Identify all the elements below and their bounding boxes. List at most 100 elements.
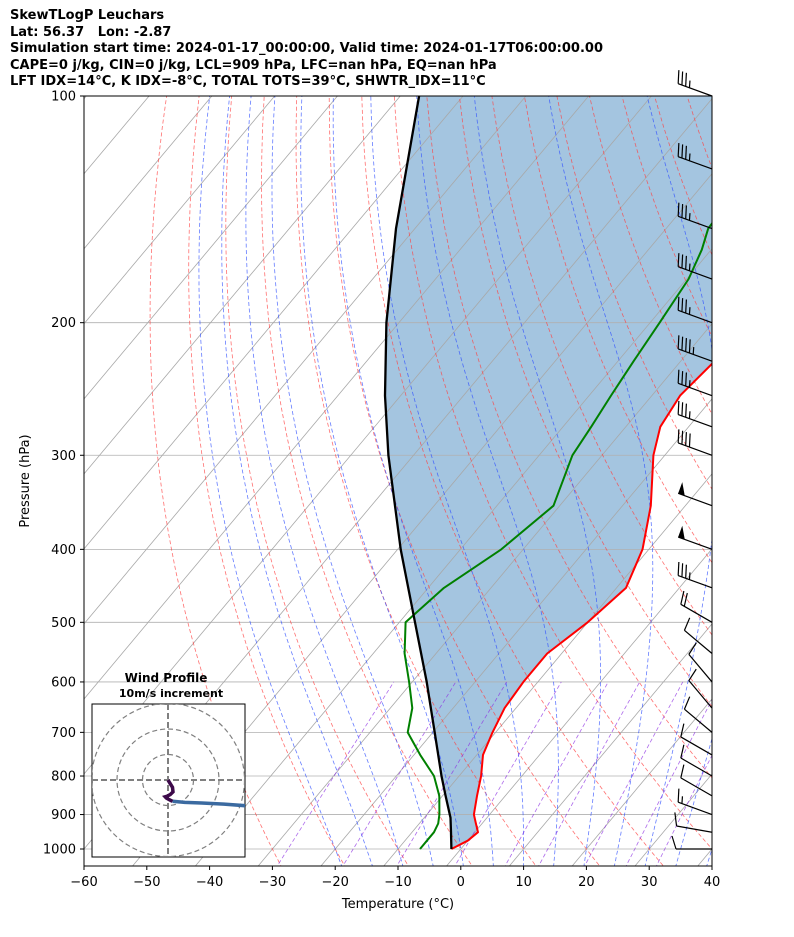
moist-adiabat-line xyxy=(733,62,794,881)
moist-adiabat-line xyxy=(644,96,712,866)
wind-barb-flag xyxy=(685,72,687,87)
dry-adiabat-line xyxy=(393,96,712,850)
wind-barb-staff xyxy=(680,736,713,756)
moist-adiabat-line xyxy=(271,96,434,866)
wind-barb-staff xyxy=(677,309,713,324)
wind-barb-flag xyxy=(681,430,684,445)
y-tick-label: 1000 xyxy=(43,843,76,858)
dry-adiabat-line xyxy=(709,62,794,881)
wind-barb xyxy=(677,369,713,397)
y-tick-label: 400 xyxy=(51,543,76,558)
isotherm-line xyxy=(383,473,712,866)
wind-barb-half xyxy=(692,347,695,355)
moist-adiabat-line xyxy=(300,96,464,866)
wind-barb-pennant xyxy=(678,525,685,540)
mixing-ratio-line xyxy=(655,754,712,866)
wind-barb-flag xyxy=(677,202,680,217)
chart-title: SkewTLogP Leuchars xyxy=(10,8,165,23)
inset-subtitle: 10m/s increment xyxy=(119,687,223,700)
wind-barb-pennant xyxy=(678,482,685,496)
wind-barb-flag xyxy=(681,204,684,218)
isotherm-line xyxy=(749,62,794,881)
dry-adiabat-line xyxy=(740,62,794,881)
index-line: LFT IDX=14°C, K IDX=-8°C, TOTAL TOTS=39°… xyxy=(10,74,486,89)
y-tick-label: 600 xyxy=(51,675,76,690)
isotherm-line xyxy=(446,548,712,866)
x-tick-label: 20 xyxy=(578,875,595,890)
y-tick-label: 700 xyxy=(51,726,76,741)
wind-barb-flag xyxy=(683,592,688,607)
wind-barb xyxy=(677,525,713,550)
dry-adiabat-line xyxy=(426,96,712,779)
x-tick-label: −40 xyxy=(196,875,223,890)
wind-barb-staff xyxy=(677,83,713,97)
wind-barb xyxy=(677,143,713,170)
x-tick-label: −60 xyxy=(70,875,97,890)
dry-adiabat-line xyxy=(772,62,794,881)
wind-barb-half xyxy=(688,380,691,388)
wind-barb-staff xyxy=(688,653,713,683)
wind-barb-flag xyxy=(685,338,687,352)
wind-barb-flag xyxy=(685,205,687,220)
wind-barb-flag xyxy=(688,339,691,354)
wind-barb xyxy=(677,482,713,507)
wind-barb-flag xyxy=(681,298,684,312)
wind-barb-staff xyxy=(680,777,713,797)
dry-adiabat-line xyxy=(589,96,712,415)
wind-barb-flag xyxy=(688,668,697,681)
inset-ring xyxy=(92,704,245,857)
wind-barb xyxy=(680,590,713,623)
wind-barb-staff xyxy=(684,629,713,654)
moist-adiabat-line xyxy=(198,96,343,866)
isotherm-line xyxy=(84,96,338,400)
moist-adiabat-line xyxy=(332,96,494,866)
wind-barb xyxy=(677,202,713,230)
dry-adiabat-line xyxy=(295,96,537,866)
wind-barb-staff xyxy=(677,492,713,507)
wind-barb-flag xyxy=(680,590,685,605)
cin-cape-area xyxy=(385,96,712,849)
wind-barb-flag xyxy=(677,70,680,84)
moist-adiabat-line xyxy=(706,847,712,866)
wind-barb-staff xyxy=(677,801,713,816)
wind-barb-flag xyxy=(681,371,684,385)
x-tick-label: 40 xyxy=(704,875,721,890)
wind-barb-half xyxy=(688,307,691,315)
y-tick-label: 300 xyxy=(51,449,76,464)
wind-barb-staff xyxy=(680,603,713,623)
wind-barb-half xyxy=(688,572,691,580)
x-tick-label: −10 xyxy=(384,875,411,890)
time-line: Simulation start time: 2024-01-17_00:00:… xyxy=(10,41,603,56)
mixing-ratio-line xyxy=(504,681,609,866)
y-tick-label: 500 xyxy=(51,616,76,631)
x-tick-label: 0 xyxy=(457,875,465,890)
wind-barb-staff xyxy=(676,825,713,833)
isotherm-line xyxy=(84,96,213,250)
wind-barb-flag xyxy=(681,563,684,577)
wind-barb-flag xyxy=(677,369,680,384)
moist-adiabat-line xyxy=(473,96,601,866)
wind-barb xyxy=(677,335,713,362)
wind-barb-flag xyxy=(677,788,680,803)
y-tick-label: 800 xyxy=(51,770,76,785)
isotherm-line xyxy=(84,96,464,550)
wind-barb-flag xyxy=(681,402,684,416)
wind-barb xyxy=(677,70,713,97)
x-tick-label: −20 xyxy=(321,875,348,890)
dry-adiabat-line xyxy=(188,96,346,866)
mixing-ratio-line xyxy=(454,681,562,866)
dry-adiabat-line xyxy=(149,96,282,866)
wind-barb xyxy=(683,617,713,654)
wind-barb-half xyxy=(688,153,691,161)
wind-barb-flag xyxy=(677,335,680,349)
y-tick-label: 200 xyxy=(51,316,76,331)
dry-adiabat-line xyxy=(225,96,409,866)
moist-adiabat-line xyxy=(416,96,559,866)
wind-barb-flag xyxy=(688,433,691,448)
isotherm-line xyxy=(84,96,527,625)
wind-barb-staff xyxy=(677,156,713,170)
wind-barb xyxy=(688,668,713,709)
x-tick-label: −30 xyxy=(259,875,286,890)
wind-barb-flag xyxy=(677,143,680,157)
